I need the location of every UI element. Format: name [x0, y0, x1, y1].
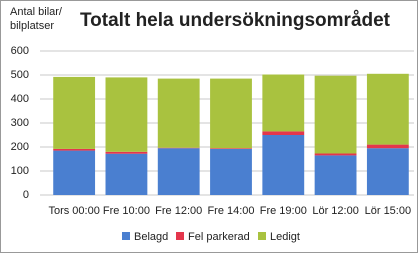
bar-segment: [105, 153, 148, 195]
legend-label: Ledigt: [270, 231, 300, 243]
legend-swatch: [176, 232, 184, 240]
bar-segment: [314, 153, 357, 156]
y-tick-label: 600: [11, 45, 29, 57]
legend-label: Fel parkerad: [188, 231, 250, 243]
bar-segment: [262, 135, 305, 195]
x-tick-label: Lör 15:00: [365, 205, 411, 217]
x-tick-label: Fre 10:00: [103, 205, 150, 217]
chart-title: Totalt hela undersökningsområdet: [80, 10, 391, 31]
bar-segment: [366, 144, 409, 149]
y-tick-label: 200: [11, 141, 29, 153]
bar-segment: [366, 148, 409, 195]
bar-segment: [105, 151, 148, 154]
bar-segment: [210, 148, 252, 149]
bar-segment: [105, 77, 148, 152]
legend-swatch: [122, 232, 130, 240]
x-tick-label: Tors 00:00: [48, 205, 99, 217]
y-tick-label: 500: [11, 69, 29, 81]
bar-segment: [262, 131, 305, 135]
x-tick-label: Lör 12:00: [312, 205, 358, 217]
bar-segment: [210, 148, 252, 195]
x-tick-label: Fre 14:00: [207, 205, 254, 217]
bar-segment: [157, 148, 200, 195]
x-tick-label: Fre 12:00: [155, 205, 202, 217]
bar-segment: [53, 150, 96, 195]
y-tick-label: 300: [11, 117, 29, 129]
y-axis-label: bilplatser: [10, 20, 54, 32]
y-tick-label: 400: [11, 93, 29, 105]
y-tick-label: 100: [11, 165, 29, 177]
legend-label: Belagd: [134, 231, 168, 243]
bar-segment: [157, 78, 200, 148]
bar-segment: [314, 155, 357, 195]
x-tick-label: Fre 19:00: [260, 205, 307, 217]
y-tick-label: 0: [23, 189, 29, 201]
y-axis-label: Antal bilar/: [10, 6, 63, 18]
bar-segment: [314, 75, 357, 154]
legend-swatch: [258, 232, 266, 240]
bar-segment: [53, 148, 96, 151]
bar-segment: [366, 73, 409, 145]
bar-segment: [53, 76, 96, 149]
bar-segment: [210, 78, 252, 149]
bar-segment: [262, 74, 305, 132]
